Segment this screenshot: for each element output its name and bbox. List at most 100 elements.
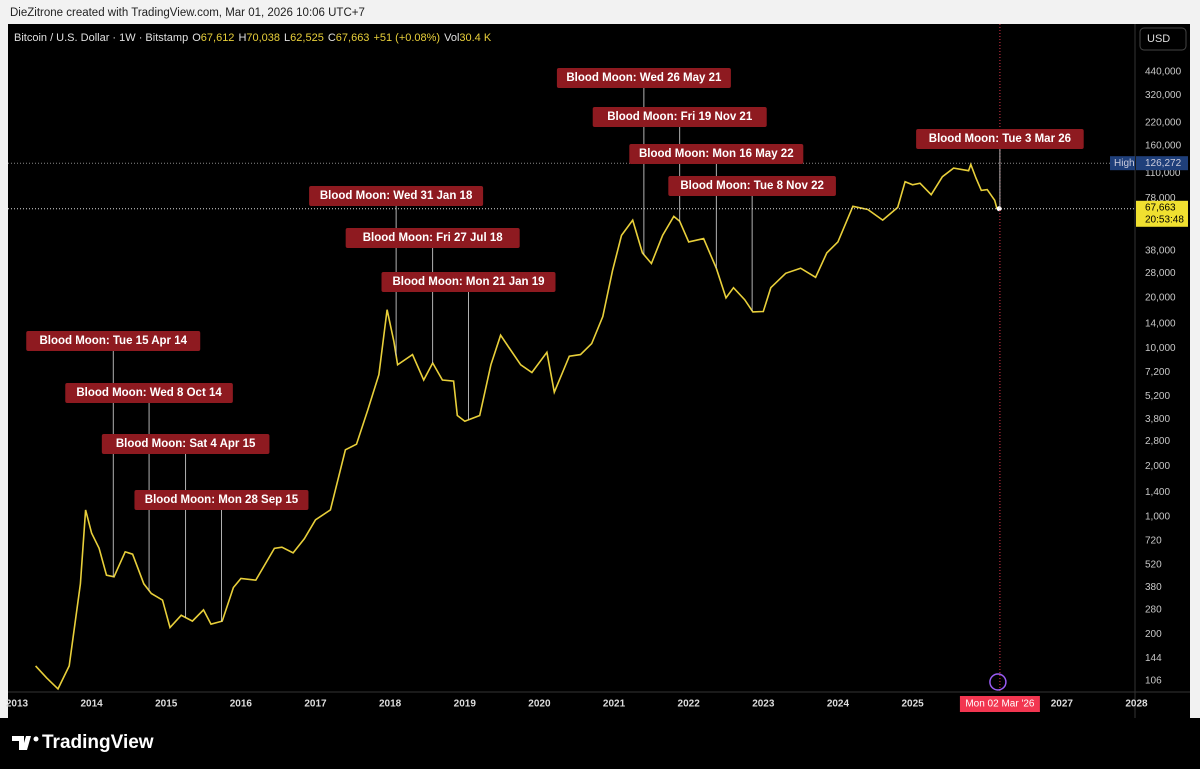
y-tick-label: 38,000 — [1145, 246, 1176, 257]
y-tick-label: 1,000 — [1145, 511, 1170, 522]
annotation-label: Blood Moon: Tue 8 Nov 22 — [680, 180, 824, 192]
header-field: 67,612 — [201, 32, 235, 44]
y-tick-label: 160,000 — [1145, 141, 1182, 152]
cursor-label: Mon 02 Mar '26 — [965, 699, 1035, 710]
annotation-box — [65, 383, 233, 403]
y-tick-label: 380 — [1145, 582, 1162, 593]
y-tick-label: 7,200 — [1145, 367, 1170, 378]
y-tick-label: 2,000 — [1145, 461, 1170, 472]
header-field: Vol — [444, 32, 459, 44]
y-tick-label: 106 — [1145, 675, 1162, 686]
annotation-label: Blood Moon: Mon 21 Jan 19 — [392, 276, 544, 288]
last-tag — [1136, 200, 1188, 227]
last-point — [996, 206, 1002, 212]
y-tick-label: 520 — [1145, 559, 1162, 570]
header-field: O — [192, 32, 201, 44]
x-tick-label: 2020 — [528, 699, 551, 710]
left-margin — [0, 24, 8, 718]
alert-icon — [989, 673, 1007, 691]
header-field: +51 (+0.08%) — [373, 32, 440, 44]
x-tick-label: 2025 — [901, 699, 924, 710]
x-tick-label: 2022 — [678, 699, 701, 710]
top-bar — [0, 0, 1200, 24]
y-tick-label: 1,400 — [1145, 487, 1170, 498]
cursor-tag — [959, 696, 1040, 712]
y-tick-label: 10,000 — [1145, 343, 1176, 354]
annotation-box — [101, 434, 270, 454]
annotation-label: Blood Moon: Mon 16 May 22 — [639, 148, 794, 160]
annotation-label: Blood Moon: Mon 28 Sep 15 — [145, 494, 299, 506]
x-tick-label: 2027 — [1051, 699, 1074, 710]
countdown: 20:53:48 — [1145, 214, 1184, 225]
y-tick-label: 28,000 — [1145, 268, 1176, 279]
x-tick-label: 2028 — [1125, 699, 1148, 710]
right-margin — [1190, 24, 1200, 718]
x-tick-label: 2023 — [752, 699, 775, 710]
annotation-label: Blood Moon: Tue 3 Mar 26 — [929, 133, 1071, 145]
x-tick-label: 2018 — [379, 699, 402, 710]
x-tick-label: 2016 — [230, 699, 253, 710]
annotation-box — [916, 129, 1084, 149]
y-tick-label: 20,000 — [1145, 293, 1176, 304]
high-tag — [1110, 156, 1135, 171]
y-tick-label: 200 — [1145, 629, 1162, 640]
header-field: 62,525 — [290, 32, 324, 44]
y-tick-label: 5,200 — [1145, 391, 1170, 402]
header-field: H — [238, 32, 246, 44]
y-tick-label: 2,800 — [1145, 436, 1170, 447]
logo-mark — [12, 736, 31, 750]
y-tick-label: 110,000 — [1145, 168, 1181, 179]
header-field: C — [328, 32, 336, 44]
annotation-label: Blood Moon: Tue 15 Apr 14 — [39, 335, 187, 347]
x-tick-label: 2024 — [827, 699, 850, 710]
last-value: 67,663 — [1145, 202, 1176, 213]
header-field: Bitcoin / U.S. Dollar · 1W · Bitstamp — [14, 32, 188, 44]
annotation-label: Blood Moon: Wed 31 Jan 18 — [320, 190, 473, 202]
annotation-box — [592, 107, 767, 127]
annotation-label: Blood Moon: Fri 27 Jul 18 — [363, 232, 504, 244]
y-tick-label: 144 — [1145, 653, 1162, 664]
x-tick-label: 2019 — [454, 699, 477, 710]
annotation-box — [381, 272, 556, 292]
annotation-box — [26, 331, 201, 351]
y-tick-label: 320,000 — [1145, 90, 1182, 101]
annotation-label: Blood Moon: Sat 4 Apr 15 — [116, 438, 256, 450]
y-tick-label: 3,800 — [1145, 414, 1170, 425]
y-tick-label: 14,000 — [1145, 319, 1176, 330]
credit: DieZitrone created with TradingView.com,… — [10, 7, 365, 19]
x-tick-label: 2013 — [6, 699, 29, 710]
annotation-box — [668, 176, 836, 196]
high-tag-label: High — [1114, 158, 1135, 169]
header-field: L — [284, 32, 290, 44]
annotation-box — [309, 186, 484, 206]
annotation-box — [345, 228, 520, 248]
symbol-line: Bitcoin / U.S. Dollar · 1W · Bitstamp O67… — [14, 32, 492, 44]
annotation-box — [134, 490, 309, 510]
header-field: 67,663 — [336, 32, 370, 44]
brand: TradingView — [42, 732, 154, 753]
y-tick-label: 220,000 — [1145, 117, 1182, 128]
annotation-box — [629, 144, 804, 164]
x-tick-label: 2021 — [603, 699, 626, 710]
brand-logo — [12, 736, 39, 750]
header-field: 70,038 — [246, 32, 280, 44]
x-tick-label: 2015 — [155, 699, 178, 710]
annotation-box — [556, 68, 731, 88]
annotation-label: Blood Moon: Fri 19 Nov 21 — [607, 111, 753, 123]
price-axis-bg — [1135, 24, 1190, 718]
annotation-label: Blood Moon: Wed 26 May 21 — [566, 72, 722, 84]
plot: Blood Moon: Tue 15 Apr 14 Blood Moon: Wed… — [8, 24, 1135, 692]
y-tick-label: 720 — [1145, 535, 1162, 546]
x-tick-label: 2017 — [304, 699, 327, 710]
annotation-label: Blood Moon: Wed 8 Oct 14 — [76, 387, 222, 399]
currency: USD — [1147, 33, 1170, 45]
logo-dot — [33, 736, 39, 742]
y-tick-label: 440,000 — [1145, 67, 1182, 78]
y-tick-label: 78,000 — [1145, 193, 1176, 204]
x-tick-label: 2014 — [80, 699, 103, 710]
header-field: 30.4 K — [459, 32, 491, 44]
currency-box[interactable] — [1139, 27, 1187, 51]
y-tick-label: 280 — [1145, 604, 1162, 615]
high-value-tag — [1136, 156, 1188, 171]
